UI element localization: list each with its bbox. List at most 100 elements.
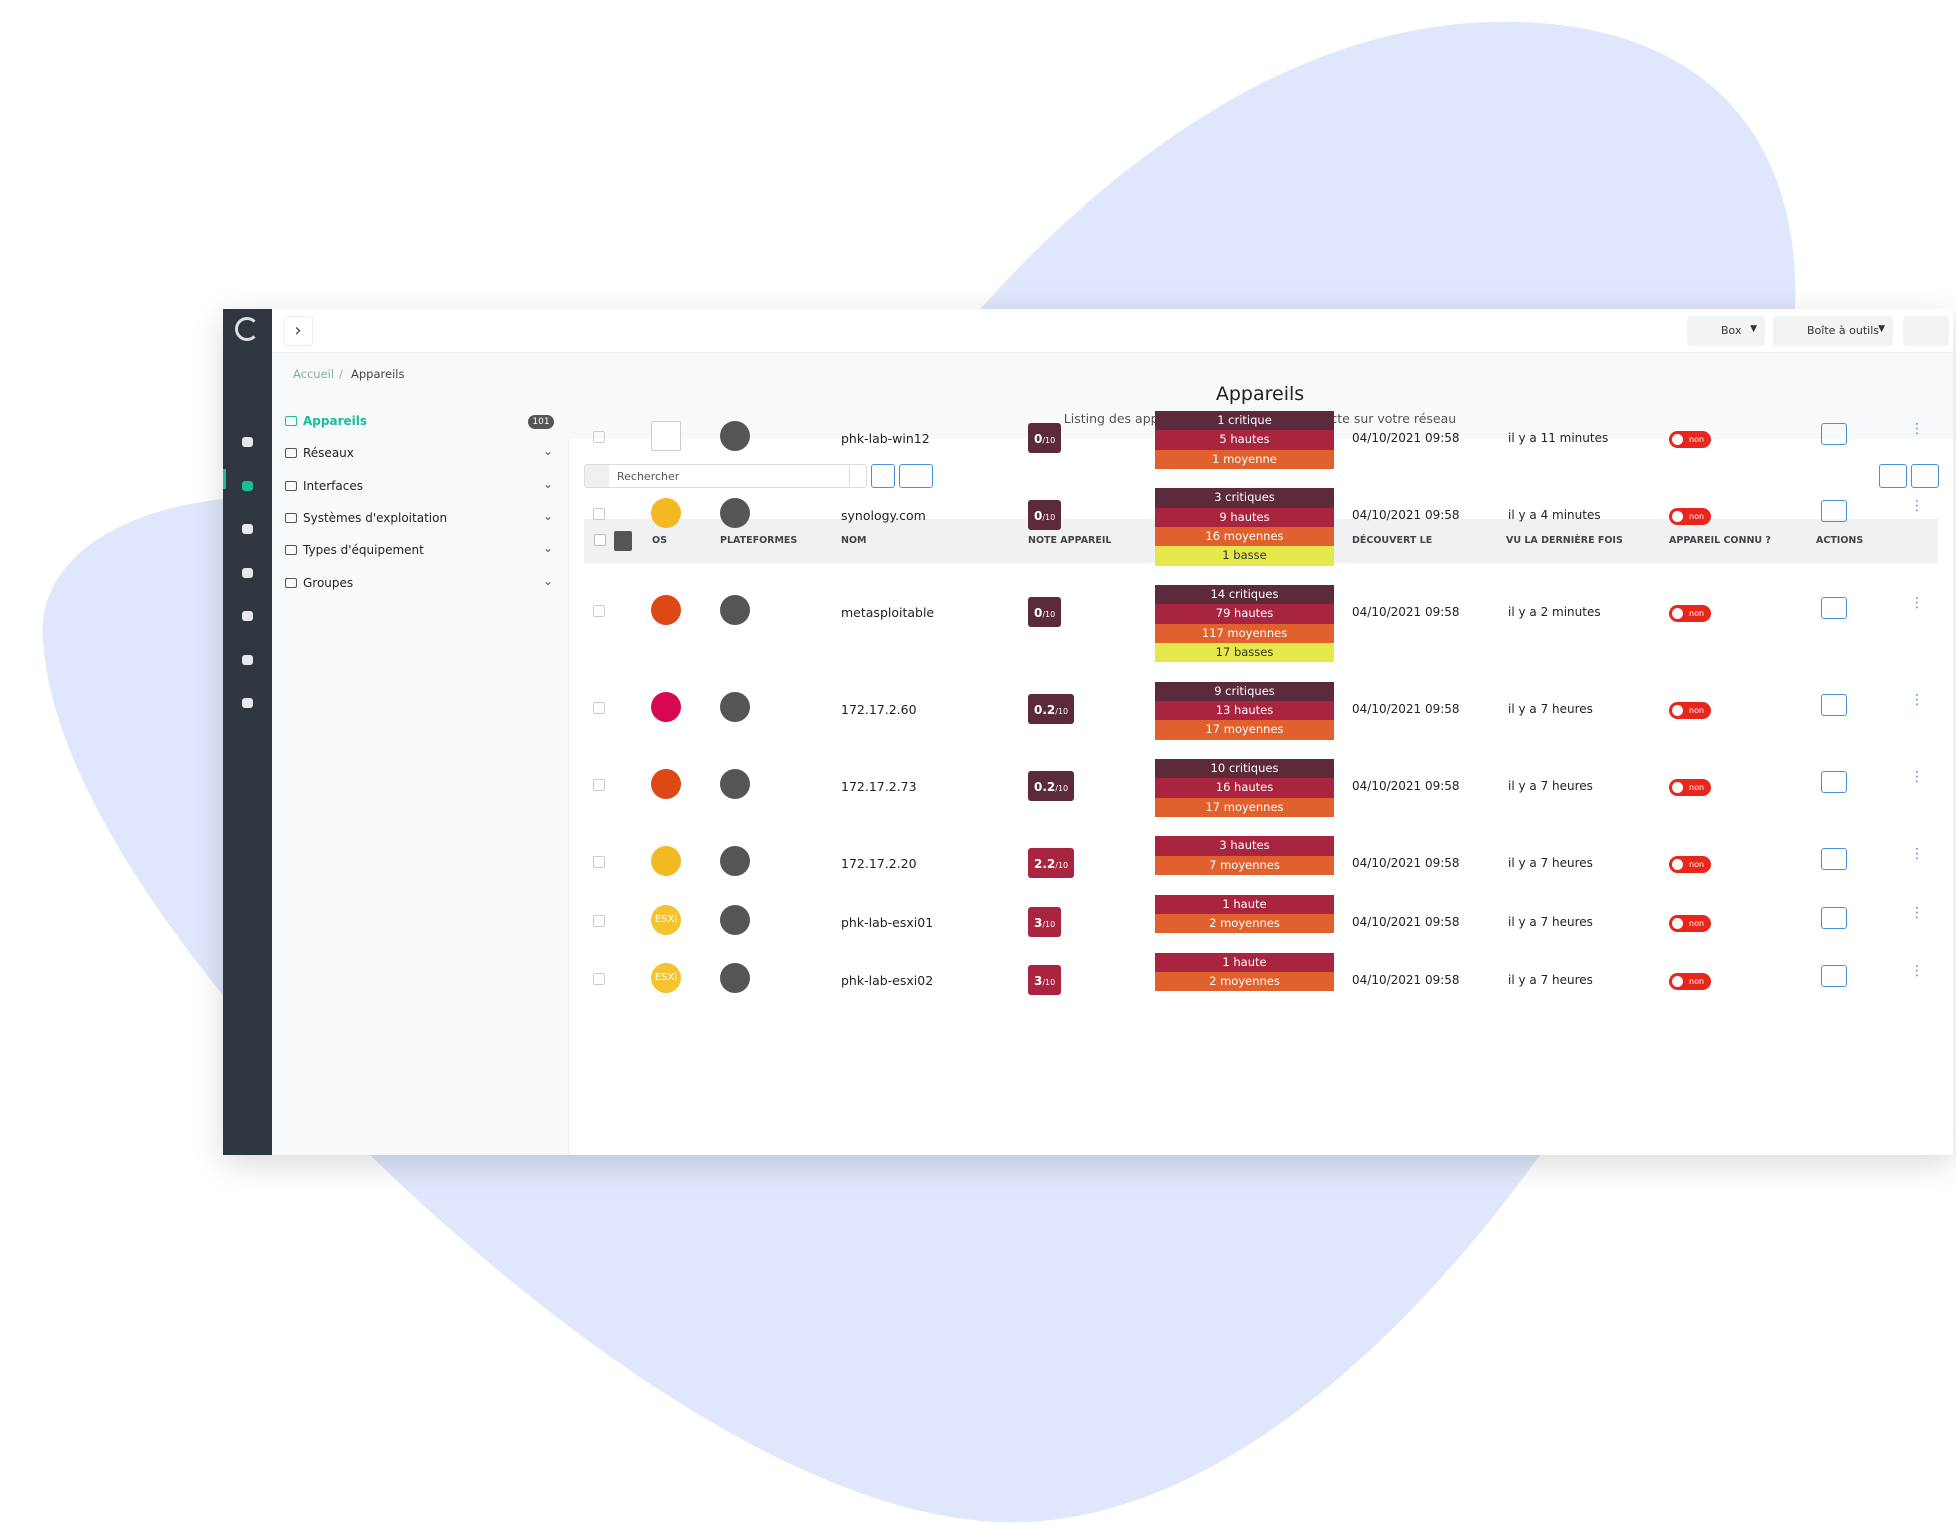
sidebar-icon[interactable] <box>242 611 253 621</box>
tool-button[interactable] <box>1879 464 1907 488</box>
known-toggle[interactable]: non <box>1669 972 1711 990</box>
column-header[interactable]: APPAREIL CONNU ? <box>1669 535 1771 546</box>
sidebar-icon[interactable] <box>242 437 253 447</box>
vuln-count: 1 critique <box>1155 411 1334 431</box>
more-button[interactable]: ⋮ <box>1910 691 1924 708</box>
more-button[interactable]: ⋮ <box>1910 904 1924 921</box>
menu-item[interactable]: Systèmes d'exploitation <box>303 510 448 525</box>
tool-button[interactable] <box>899 464 933 488</box>
device-name[interactable]: synology.com <box>841 508 926 524</box>
device-name[interactable]: phk-lab-esxi01 <box>841 914 934 930</box>
search-placeholder: Rechercher <box>617 470 680 483</box>
more-button[interactable]: ⋮ <box>1910 498 1924 515</box>
select-all[interactable] <box>594 534 606 546</box>
breadcrumb-home[interactable]: Accueil <box>293 367 335 381</box>
row-checkbox[interactable] <box>593 508 605 521</box>
chevron: ⌄ <box>543 508 554 523</box>
known-toggle[interactable]: non <box>1669 779 1711 797</box>
toolbar-button[interactable]: Box ▼ <box>1687 316 1765 346</box>
row-checkbox[interactable] <box>593 431 605 443</box>
expand-button[interactable]: › <box>283 316 313 346</box>
score-badge: 0/10 <box>1028 423 1062 453</box>
device-name[interactable]: 172.17.2.20 <box>841 856 917 872</box>
view-button[interactable] <box>1821 423 1847 445</box>
more-button[interactable]: ⋮ <box>1910 595 1924 612</box>
row-checkbox[interactable] <box>593 972 605 985</box>
view-button[interactable] <box>1821 500 1847 523</box>
vuln-count: 2 moyennes <box>1155 913 1334 934</box>
tool-button[interactable] <box>871 464 895 488</box>
app-window: › Box ▼ Boîte à outils ▼ Accueil / Appareils App… <box>223 309 1953 1155</box>
view-button[interactable] <box>1821 964 1847 987</box>
more-button[interactable]: ⋮ <box>1910 962 1924 979</box>
sidebar-icon[interactable] <box>242 698 253 708</box>
toggle-label: non <box>1689 512 1705 522</box>
device-name[interactable]: metasploitable <box>841 605 935 621</box>
view-button[interactable] <box>1821 848 1847 871</box>
column-header[interactable]: NOTE APPAREIL <box>1028 535 1112 546</box>
bulk-menu[interactable] <box>614 531 632 551</box>
toolbar-button[interactable]: Boîte à outils ▼ <box>1773 316 1893 346</box>
more-button[interactable]: ⋮ <box>1910 846 1924 863</box>
view-button[interactable] <box>1821 906 1847 929</box>
more-button[interactable]: ⋮ <box>1910 421 1924 437</box>
device-name[interactable]: 172.17.2.73 <box>841 779 917 795</box>
menu-item[interactable]: Interfaces <box>303 478 363 493</box>
logo[interactable] <box>235 317 259 341</box>
known-toggle[interactable]: non <box>1669 914 1711 932</box>
column-header[interactable]: VU LA DERNIÈRE FOIS <box>1506 535 1623 546</box>
os-icon <box>651 846 681 877</box>
row-checkbox[interactable] <box>593 856 605 869</box>
known-toggle[interactable]: non <box>1669 508 1711 526</box>
column-header: ACTIONS <box>1816 535 1864 546</box>
sidebar-icon[interactable] <box>242 568 253 578</box>
sidebar-icon[interactable] <box>242 655 253 665</box>
known-toggle[interactable]: non <box>1669 605 1711 623</box>
view-button[interactable] <box>1821 597 1847 620</box>
device-name[interactable]: phk-lab-esxi02 <box>841 972 934 988</box>
row-checkbox[interactable] <box>593 779 605 792</box>
platform-icon <box>720 769 750 800</box>
known-toggle[interactable]: non <box>1669 856 1711 874</box>
score-suffix: /10 <box>1042 436 1056 445</box>
search-box[interactable]: Rechercher <box>584 464 867 488</box>
column-header[interactable]: DÉCOUVERT LE <box>1352 535 1433 546</box>
toggle-knob <box>1672 917 1683 929</box>
toolbar-label: Box <box>1721 324 1742 337</box>
view-button[interactable] <box>1821 693 1847 716</box>
score-suffix: /10 <box>1055 784 1069 794</box>
platform-icon <box>720 595 750 626</box>
row-checkbox[interactable] <box>593 605 605 618</box>
tool-button[interactable] <box>1911 464 1939 488</box>
menu-item[interactable]: Réseaux <box>303 446 354 461</box>
sidebar-icon[interactable] <box>242 524 253 534</box>
menu-item[interactable]: Types d'équipement <box>303 543 424 558</box>
row-checkbox[interactable] <box>593 701 605 714</box>
vuln-count: 5 hautes <box>1155 430 1334 450</box>
score-suffix: /10 <box>1042 977 1056 987</box>
row-checkbox[interactable] <box>593 914 605 927</box>
known-toggle[interactable]: non <box>1669 431 1711 448</box>
device-name[interactable]: phk-lab-win12 <box>841 431 930 446</box>
sidebar-icon[interactable] <box>242 481 253 491</box>
vuln-count: 1 haute <box>1155 894 1334 914</box>
caret: ▼ <box>1750 324 1757 334</box>
user-menu[interactable] <box>1903 316 1949 346</box>
known-toggle[interactable]: non <box>1669 701 1711 719</box>
search-dropdown <box>849 465 867 487</box>
score-badge: 0.2/10 <box>1028 693 1075 724</box>
last-seen: il y a 2 minutes <box>1508 605 1601 620</box>
menu-item[interactable]: Appareils <box>303 414 367 428</box>
device-name[interactable]: 172.17.2.60 <box>841 701 917 717</box>
chevron: ⌄ <box>543 476 554 491</box>
os-icon: ESXi <box>651 962 681 993</box>
view-button[interactable] <box>1821 771 1847 794</box>
more-button[interactable]: ⋮ <box>1910 769 1924 786</box>
toggle-knob <box>1672 608 1683 620</box>
column-header[interactable]: OS <box>652 535 667 546</box>
menu-item[interactable]: Groupes <box>303 575 354 590</box>
column-header[interactable]: PLATEFORMES <box>720 535 798 546</box>
score-suffix: /10 <box>1055 706 1069 716</box>
column-header[interactable]: NOM <box>841 535 867 546</box>
